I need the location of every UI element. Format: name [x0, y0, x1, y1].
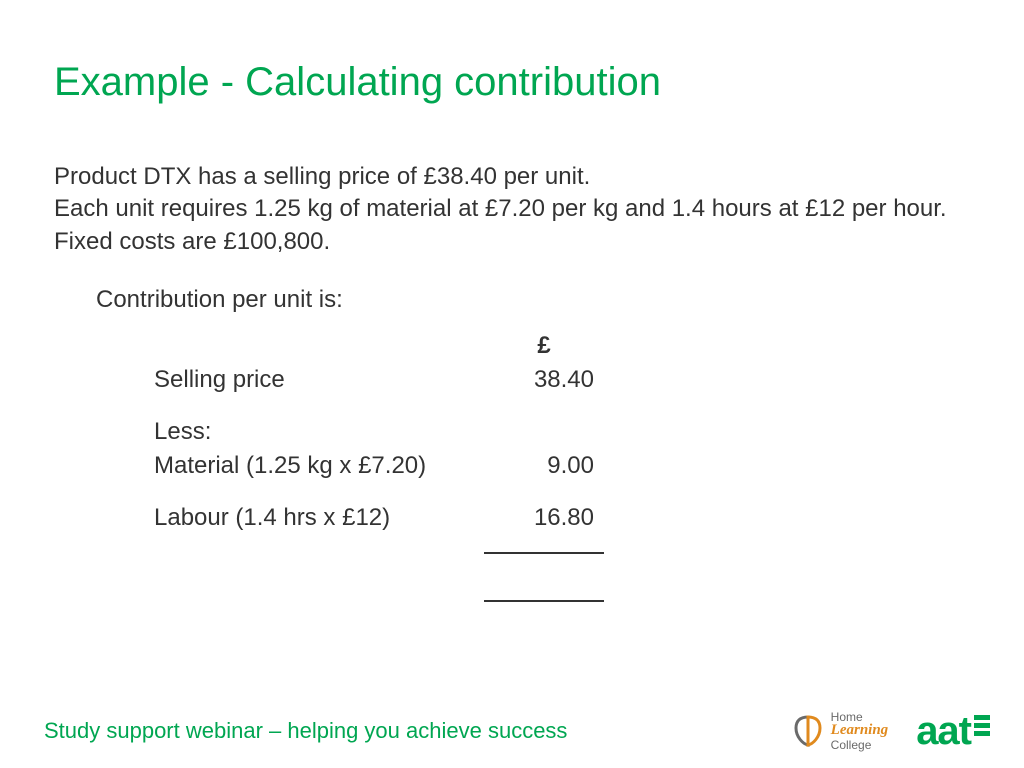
row-value: 9.00	[484, 452, 604, 480]
home-learning-college-logo: Home Learning College	[791, 711, 889, 752]
table-row: Less:	[154, 418, 970, 452]
hlc-shield-icon	[791, 714, 825, 748]
currency-header-row: £	[154, 332, 970, 366]
row-label: Selling price	[154, 366, 484, 394]
row-label: Labour (1.4 hrs x £12)	[154, 504, 484, 532]
subtotal-rule	[154, 538, 970, 568]
row-value: 16.80	[484, 504, 604, 532]
aat-bars-icon	[974, 715, 990, 736]
footer-logos: Home Learning College aat	[791, 709, 990, 754]
row-label: Material (1.25 kg x £7.20)	[154, 452, 484, 480]
calculation-table: £ Selling price 38.40 Less: Material (1.…	[154, 332, 970, 616]
table-row: Selling price 38.40	[154, 366, 970, 400]
table-row: Material (1.25 kg x £7.20) 9.00	[154, 452, 970, 486]
table-row: Labour (1.4 hrs x £12) 16.80	[154, 504, 970, 538]
hlc-text-college: College	[831, 739, 889, 752]
total-rule	[154, 586, 970, 616]
body-line-2: Each unit requires 1.25 kg of material a…	[54, 195, 947, 254]
row-value: 38.40	[484, 366, 604, 394]
aat-logo-text: aat	[916, 709, 971, 754]
footer-tagline: Study support webinar – helping you achi…	[44, 718, 567, 744]
body-line-1: Product DTX has a selling price of £38.4…	[54, 163, 590, 190]
aat-logo: aat	[916, 709, 990, 754]
row-label: Less:	[154, 418, 484, 446]
hlc-text-learning: Learning	[831, 723, 889, 739]
problem-statement: Product DTX has a selling price of £38.4…	[54, 161, 970, 258]
slide-footer: Study support webinar – helping you achi…	[0, 704, 1024, 768]
currency-header: £	[484, 332, 604, 360]
slide-title: Example - Calculating contribution	[54, 60, 970, 105]
contribution-intro: Contribution per unit is:	[96, 286, 970, 314]
